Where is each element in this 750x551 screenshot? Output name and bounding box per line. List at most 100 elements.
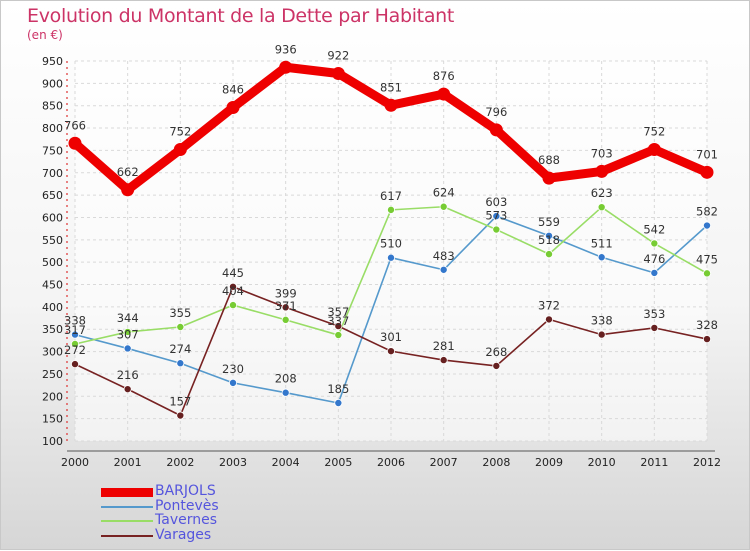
data-point (542, 171, 556, 185)
y-tick-label: 200 (42, 390, 63, 403)
data-point (492, 212, 501, 221)
data-point (226, 100, 240, 114)
data-label: 582 (696, 205, 718, 219)
data-point (650, 323, 659, 332)
data-label: 475 (696, 252, 718, 266)
x-tick-label: 2004 (272, 456, 300, 469)
data-point (281, 388, 290, 397)
data-point (334, 331, 343, 340)
x-tick-label: 2007 (430, 456, 458, 469)
data-label: 518 (538, 233, 560, 247)
data-point (281, 303, 290, 312)
data-label: 301 (380, 330, 402, 344)
data-label: 701 (696, 147, 718, 161)
data-point (123, 344, 132, 353)
data-point (595, 164, 609, 178)
data-label: 796 (485, 105, 507, 119)
data-label: 338 (64, 314, 86, 328)
data-point (439, 356, 448, 365)
data-point (597, 330, 606, 339)
data-point (331, 67, 345, 81)
data-point (439, 202, 448, 211)
data-label: 617 (380, 189, 402, 203)
y-tick-label: 250 (42, 368, 63, 381)
data-point (386, 347, 395, 356)
legend-label: BARJOLS (155, 483, 216, 499)
data-label: 688 (538, 153, 560, 167)
data-point (173, 143, 187, 157)
data-label: 445 (222, 266, 244, 280)
chart-title: Evolution du Montant de la Dette par Hab… (27, 5, 455, 27)
y-tick-label: 400 (42, 301, 63, 314)
x-tick-label: 2002 (166, 456, 194, 469)
chart-subtitle: (en €) (27, 28, 63, 42)
data-point (71, 339, 80, 348)
data-label: 766 (64, 118, 86, 132)
y-tick-label: 700 (42, 167, 63, 180)
data-label: 559 (538, 215, 560, 229)
y-tick-label: 850 (42, 100, 63, 113)
data-point (700, 165, 714, 179)
data-label: 922 (327, 49, 349, 63)
data-label: 281 (433, 339, 455, 353)
data-label: 371 (275, 299, 297, 313)
x-tick-label: 2001 (114, 456, 142, 469)
x-tick-label: 2000 (61, 456, 89, 469)
data-label: 272 (64, 343, 86, 357)
data-point (71, 360, 80, 369)
legend-label: Tavernes (155, 512, 218, 528)
data-label: 185 (327, 382, 349, 396)
data-label: 274 (169, 342, 191, 356)
data-point (597, 203, 606, 212)
data-label: 703 (591, 146, 613, 160)
data-point (123, 327, 132, 336)
data-point (228, 378, 237, 387)
data-point (71, 330, 80, 339)
data-label: 483 (433, 249, 455, 263)
y-tick-label: 300 (42, 346, 63, 359)
data-label: 662 (117, 165, 139, 179)
y-tick-label: 100 (42, 435, 63, 448)
data-point (176, 411, 185, 420)
data-label: 357 (327, 305, 349, 319)
data-point (703, 335, 712, 344)
data-point (439, 265, 448, 274)
x-tick-label: 2006 (377, 456, 405, 469)
data-point (334, 322, 343, 331)
x-tick-label: 2008 (482, 456, 510, 469)
data-label: 476 (643, 252, 665, 266)
data-label: 344 (117, 311, 139, 325)
data-label: 573 (485, 209, 507, 223)
data-point (545, 231, 554, 240)
data-label: 623 (591, 186, 613, 200)
data-label: 876 (433, 69, 455, 83)
data-label: 603 (485, 195, 507, 209)
data-point (650, 268, 659, 277)
data-label: 851 (380, 80, 402, 94)
data-point (650, 239, 659, 248)
data-point (176, 359, 185, 368)
data-label: 624 (433, 186, 455, 200)
y-tick-label: 550 (42, 234, 63, 247)
y-tick-label: 500 (42, 256, 63, 269)
data-point (492, 361, 501, 370)
data-label: 337 (327, 314, 349, 328)
y-tick-label: 450 (42, 279, 63, 292)
data-point (123, 385, 132, 394)
data-point (703, 221, 712, 230)
y-tick-label: 350 (42, 323, 63, 336)
data-label: 404 (222, 284, 244, 298)
data-label: 268 (485, 345, 507, 359)
y-tick-label: 750 (42, 144, 63, 157)
data-label: 510 (380, 237, 402, 251)
data-point (176, 322, 185, 331)
data-point (334, 398, 343, 407)
data-label: 216 (117, 368, 139, 382)
x-tick-label: 2010 (588, 456, 616, 469)
data-point (492, 225, 501, 234)
legend-swatch (101, 487, 153, 497)
data-point (545, 250, 554, 259)
y-tick-label: 650 (42, 189, 63, 202)
